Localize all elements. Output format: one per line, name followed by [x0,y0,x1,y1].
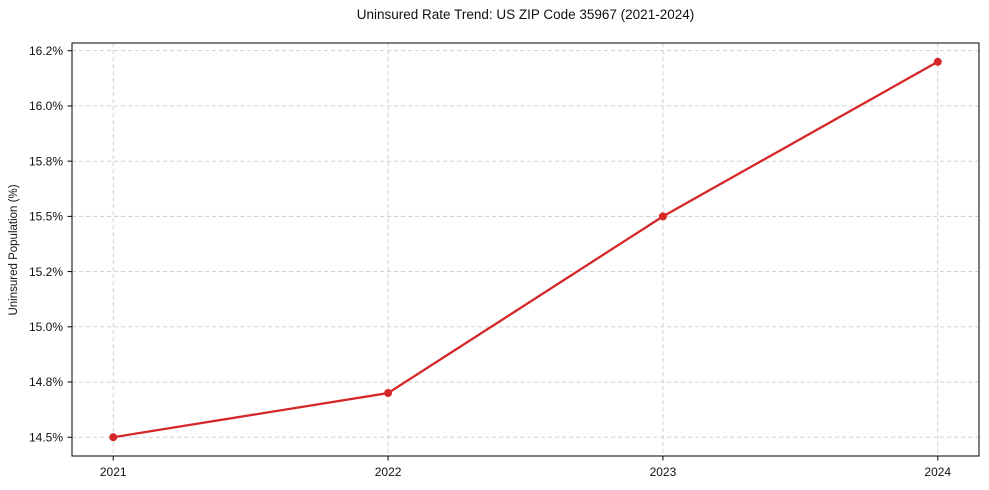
y-tick-label: 15.5% [29,210,63,224]
y-tick-label: 15.8% [29,154,63,168]
data-point-2021 [109,433,118,442]
y-tick-label: 15.0% [29,320,63,334]
chart-title: Uninsured Rate Trend: US ZIP Code 35967 … [356,7,695,22]
y-tick-label: 16.2% [29,44,63,58]
y-tick-label: 14.8% [29,375,63,389]
data-point-2023 [658,212,667,221]
y-tick-label: 14.5% [29,430,63,444]
y-tick-label: 16.0% [29,99,63,113]
x-tick-label: 2021 [100,465,127,479]
x-tick-label: 2024 [924,465,951,479]
y-tick-label: 15.2% [29,265,63,279]
trend-line [112,60,939,439]
x-tick-label: 2023 [650,465,677,479]
data-point-2024 [933,57,942,66]
x-tick-label: 2022 [375,465,402,479]
plot-border [71,42,980,457]
data-point-2022 [384,389,393,398]
